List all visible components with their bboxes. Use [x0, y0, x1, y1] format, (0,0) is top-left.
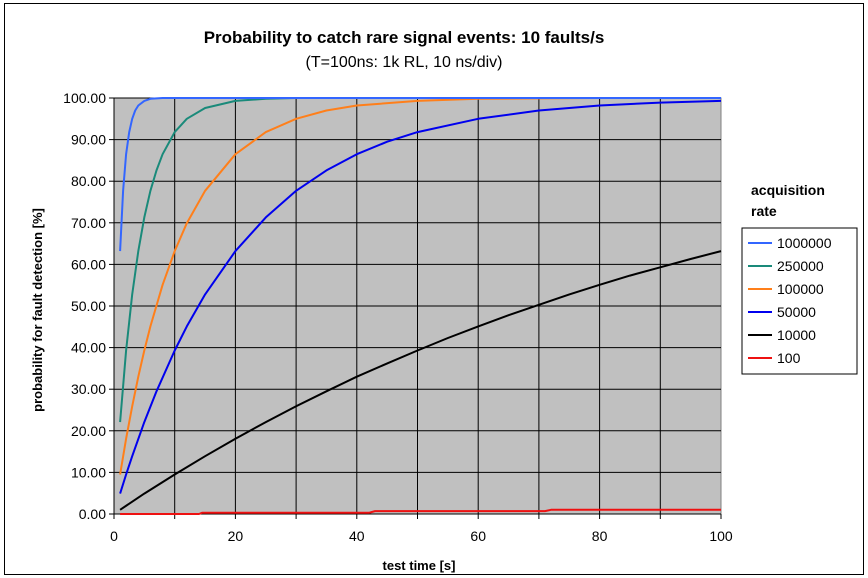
legend-title-line1: acquisition [751, 182, 825, 198]
legend-label-250000: 250000 [777, 258, 824, 274]
y-tick-label: 20.00 [71, 423, 106, 439]
y-tick-label: 80.00 [71, 173, 106, 189]
legend-label-10000: 10000 [777, 327, 816, 343]
legend-title-line2: rate [751, 203, 777, 219]
chart-subtitle: (T=100ns: 1k RL, 10 ns/div) [306, 54, 503, 71]
y-tick-label: 10.00 [71, 464, 106, 480]
legend-label-50000: 50000 [777, 304, 816, 320]
legend-box [741, 227, 858, 375]
chart-frame: Probability to catch rare signal events:… [4, 3, 864, 575]
y-tick-label: 90.00 [71, 132, 106, 148]
x-tick-label: 40 [349, 528, 365, 544]
y-tick-label: 40.00 [71, 340, 106, 356]
series-line-10000 [119, 250, 722, 511]
y-tick-label: 50.00 [71, 298, 106, 314]
series-line-1000000 [119, 97, 721, 252]
legend-label-1000000: 1000000 [777, 235, 832, 251]
y-tick-label: 60.00 [71, 256, 106, 272]
series-line-50000 [119, 99, 722, 494]
x-tick-label: 80 [592, 528, 608, 544]
chart-title: Probability to catch rare signal events:… [204, 28, 605, 47]
series-line-100 [120, 508, 721, 515]
x-axis-label: test time [s] [383, 558, 456, 573]
y-tick-label: 70.00 [71, 215, 106, 231]
legend-label-100: 100 [777, 350, 801, 366]
y-axis-label: probability for fault detection [%] [30, 208, 45, 412]
chart: Probability to catch rare signal events:… [30, 28, 858, 573]
legend-label-100000: 100000 [777, 281, 824, 297]
y-tick-label: 100.00 [63, 90, 106, 106]
y-tick-label: 30.00 [71, 381, 106, 397]
x-tick-label: 100 [709, 528, 733, 544]
x-tick-label: 20 [228, 528, 244, 544]
x-tick-label: 0 [110, 528, 118, 544]
y-tick-label: 0.00 [79, 506, 106, 522]
x-tick-label: 60 [470, 528, 486, 544]
